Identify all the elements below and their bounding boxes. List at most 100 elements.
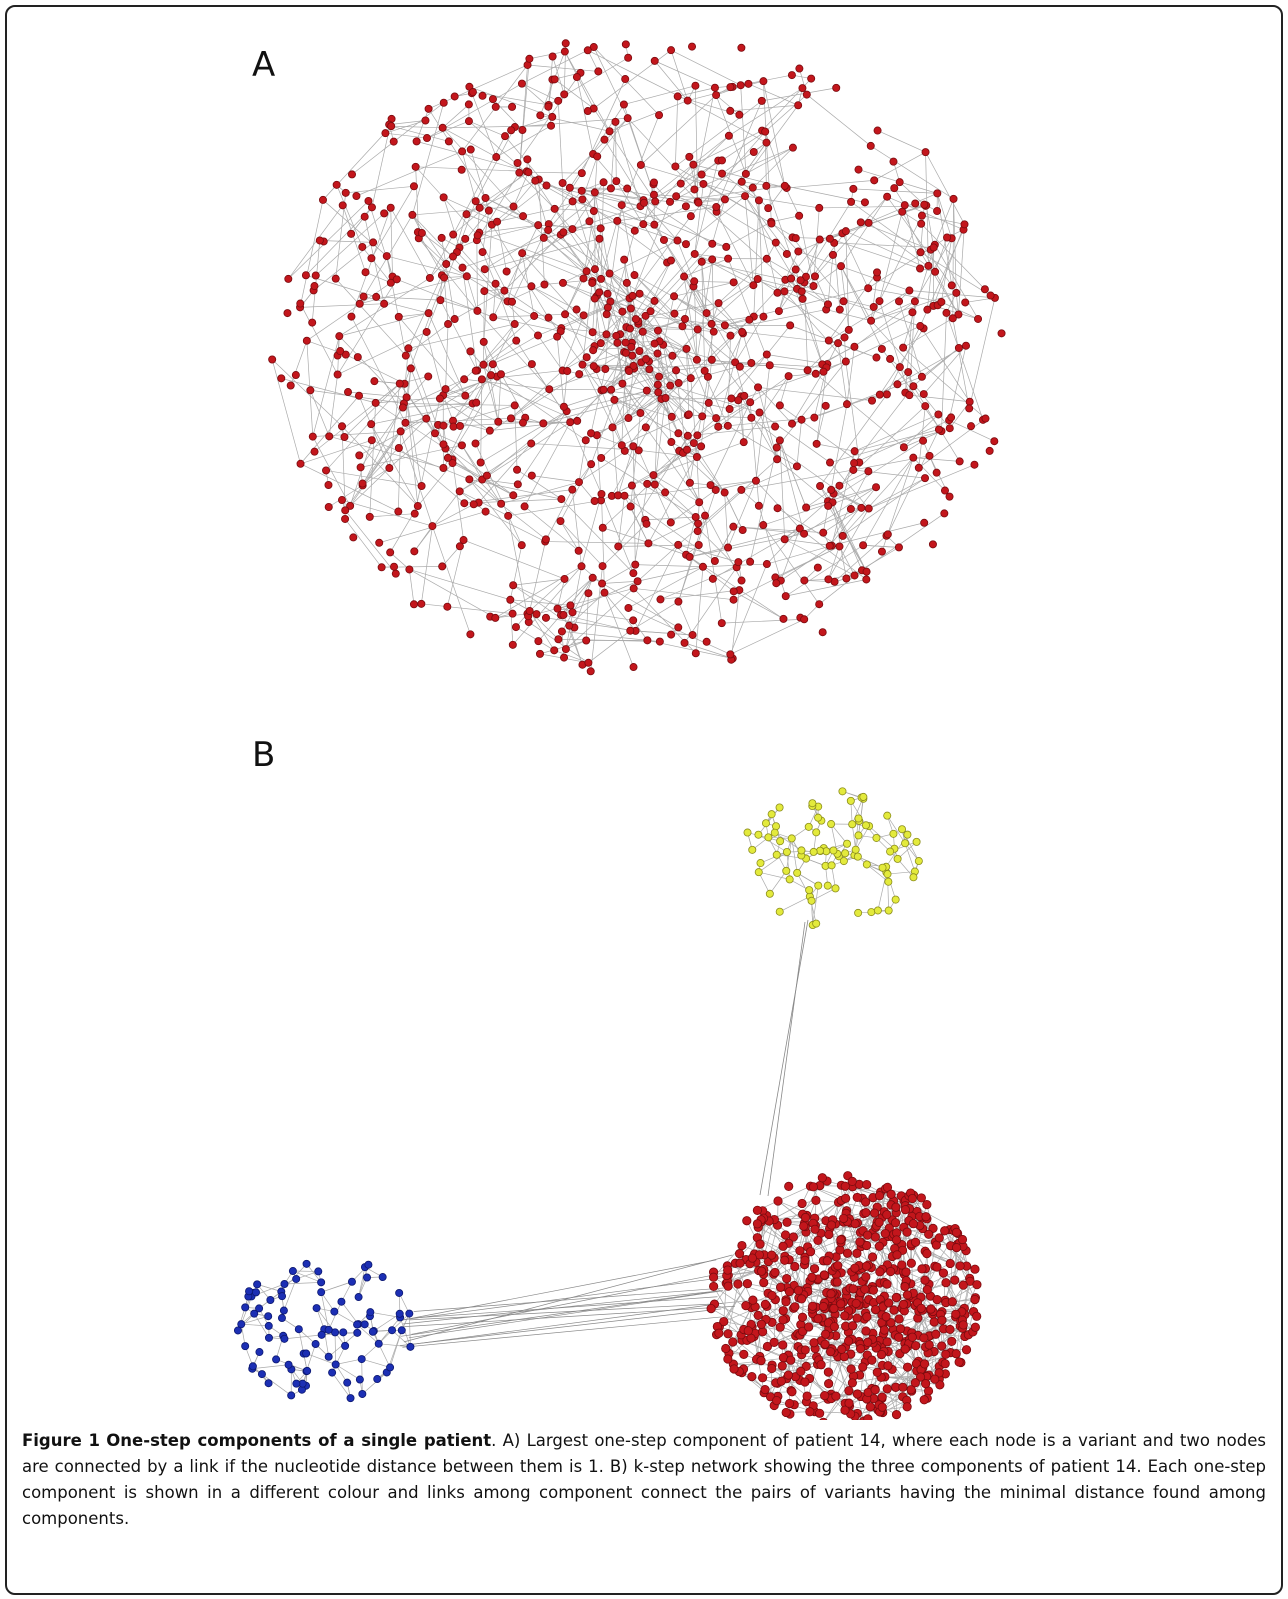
node (335, 332, 344, 341)
node (917, 1264, 927, 1274)
link (402, 1316, 722, 1348)
edge (483, 341, 526, 418)
edge (334, 1332, 337, 1365)
node (527, 471, 536, 480)
node (491, 613, 500, 622)
node (778, 1340, 788, 1350)
node (600, 588, 609, 597)
edge (572, 182, 604, 230)
node (764, 204, 773, 213)
node (829, 1322, 839, 1332)
edge (519, 172, 555, 210)
edge (788, 373, 816, 377)
edge (568, 625, 583, 665)
edge (421, 603, 513, 614)
edge (581, 188, 628, 192)
edge (529, 610, 555, 651)
edge (522, 215, 593, 282)
node (835, 542, 844, 551)
node (861, 1261, 872, 1271)
node (636, 409, 645, 418)
node (582, 636, 591, 645)
edge (638, 449, 697, 458)
node (874, 1241, 884, 1251)
edge (763, 81, 786, 186)
node (579, 274, 588, 283)
edge (341, 499, 433, 527)
edge (515, 626, 555, 651)
node (328, 1368, 337, 1377)
node (875, 390, 884, 399)
node (947, 281, 956, 290)
node (919, 1395, 929, 1405)
node (756, 859, 765, 868)
node (673, 92, 682, 101)
node (882, 1384, 892, 1394)
edge (412, 206, 514, 216)
node (700, 366, 709, 375)
edge (593, 156, 598, 212)
edge (753, 287, 869, 317)
edge (904, 843, 916, 872)
node (622, 348, 631, 357)
node (597, 274, 606, 283)
edge (844, 337, 847, 362)
edge (831, 1224, 860, 1271)
edge (874, 151, 926, 181)
node (807, 896, 816, 905)
edge (521, 83, 549, 107)
node (568, 197, 577, 206)
edge (563, 614, 631, 632)
edge (535, 180, 573, 202)
edge (745, 147, 794, 175)
node (554, 635, 563, 644)
edge (476, 185, 547, 241)
node (630, 271, 639, 280)
edge (610, 308, 632, 390)
node (821, 1329, 831, 1339)
edge (572, 463, 592, 490)
edge (774, 832, 802, 851)
node (908, 1219, 918, 1229)
edge (826, 309, 872, 322)
edge (409, 569, 511, 601)
node (481, 193, 490, 202)
edge (612, 358, 647, 428)
node (560, 653, 569, 662)
node (596, 339, 605, 348)
edge (662, 344, 671, 386)
edge (782, 1356, 817, 1367)
node (394, 507, 403, 516)
node (910, 297, 919, 306)
edge (479, 232, 587, 272)
node (539, 419, 548, 428)
node (310, 447, 319, 456)
node (854, 814, 863, 823)
node (649, 471, 658, 480)
edge (412, 102, 445, 216)
edge (403, 403, 515, 406)
node (666, 381, 675, 390)
node (612, 177, 621, 186)
edge (543, 392, 659, 424)
node (809, 281, 818, 290)
edge (528, 588, 634, 617)
node (931, 1329, 941, 1339)
edge (356, 1324, 379, 1344)
edge (968, 297, 996, 409)
edge (823, 507, 862, 533)
edge (925, 151, 965, 225)
node (264, 1312, 273, 1321)
node (800, 1345, 810, 1355)
node (934, 1233, 944, 1243)
node (341, 514, 350, 523)
edge (582, 199, 610, 274)
node (813, 563, 822, 572)
node (735, 362, 744, 371)
node (386, 548, 395, 557)
node (656, 595, 665, 604)
edge (560, 520, 603, 567)
edge (721, 131, 766, 161)
edge (665, 397, 689, 416)
node (919, 1333, 929, 1343)
